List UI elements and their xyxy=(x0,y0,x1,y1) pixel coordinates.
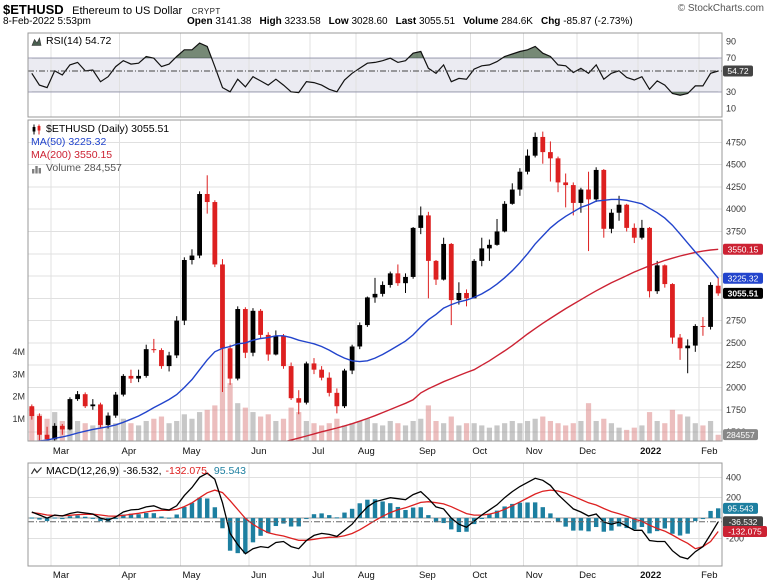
svg-text:4250: 4250 xyxy=(726,182,746,192)
quote-last: Last 3055.51 xyxy=(396,16,456,27)
quote-last-value: 3055.51 xyxy=(418,16,456,27)
svg-text:Oct: Oct xyxy=(472,570,487,581)
ma200-legend-label: MA(200) 3550.15 xyxy=(31,149,113,161)
svg-text:70: 70 xyxy=(726,53,736,63)
quote-low-value: 3028.60 xyxy=(351,16,388,27)
svg-text:1750: 1750 xyxy=(726,405,746,415)
volume-icon xyxy=(31,163,42,174)
svg-text:2000: 2000 xyxy=(726,383,746,393)
svg-text:Oct: Oct xyxy=(472,446,487,457)
quote-open-label: Open xyxy=(187,16,213,27)
quote-chg: Chg -85.87 (-2.73%) xyxy=(541,16,633,27)
svg-text:Aug: Aug xyxy=(358,446,375,457)
svg-text:4500: 4500 xyxy=(726,160,746,170)
svg-text:Jul: Jul xyxy=(312,446,324,457)
svg-text:30: 30 xyxy=(726,87,736,97)
macd-legend-hist-value: 95.543 xyxy=(213,465,246,477)
quote-last-label: Last xyxy=(395,16,417,27)
svg-text:3225.32: 3225.32 xyxy=(728,273,759,283)
svg-text:Aug: Aug xyxy=(358,570,375,581)
svg-text:400: 400 xyxy=(726,472,741,482)
svg-text:1M: 1M xyxy=(12,414,25,424)
svg-text:200: 200 xyxy=(726,493,741,503)
symbol: $ETHUSD xyxy=(3,2,64,17)
svg-text:4M: 4M xyxy=(12,347,25,357)
quote-high-label: High xyxy=(259,16,282,27)
svg-text:284557: 284557 xyxy=(726,430,755,440)
svg-text:-200: -200 xyxy=(726,533,744,543)
svg-text:Dec: Dec xyxy=(579,446,596,457)
main-legend: $ETHUSD (Daily) 3055.51 MA(50) 3225.32 M… xyxy=(31,123,169,175)
svg-text:May: May xyxy=(183,570,201,581)
svg-text:Jun: Jun xyxy=(251,446,266,457)
quote-line: 8-Feb-2022 5:53pm Open 3141.38 High 3233.5… xyxy=(3,16,641,27)
svg-text:2250: 2250 xyxy=(726,360,746,370)
svg-text:Dec: Dec xyxy=(579,570,596,581)
quote-volume-label: Volume xyxy=(463,16,499,27)
svg-text:3750: 3750 xyxy=(726,226,746,236)
svg-text:54.72: 54.72 xyxy=(727,66,749,76)
macd-indicator-icon xyxy=(30,466,42,477)
symbol-name: Ethereum to US Dollar xyxy=(72,5,183,17)
quote-low: Low 3028.60 xyxy=(329,16,388,27)
svg-text:3055.51: 3055.51 xyxy=(728,289,759,299)
quote-high-value: 3233.58 xyxy=(284,16,321,27)
quote-chg-label: Chg xyxy=(540,16,561,27)
macd-legend-signal-value: -132.075, xyxy=(165,465,210,477)
svg-text:2022: 2022 xyxy=(640,570,661,581)
quote-open: Open 3141.38 xyxy=(187,16,252,27)
svg-text:3M: 3M xyxy=(12,369,25,379)
chart-header: $ETHUSD Ethereum to US Dollar CRYPT © St… xyxy=(3,1,765,17)
rsi-legend-label: RSI(14) 54.72 xyxy=(46,35,112,47)
svg-text:Sep: Sep xyxy=(419,570,436,581)
exchange-label: CRYPT xyxy=(191,7,221,16)
svg-text:Apr: Apr xyxy=(122,446,137,457)
quote-volume-value: 284.6K xyxy=(501,16,533,27)
quote-open-value: 3141.38 xyxy=(215,16,252,27)
svg-text:Feb: Feb xyxy=(701,446,717,457)
svg-text:Mar: Mar xyxy=(53,446,69,457)
macd-legend: MACD(12,26,9) -36.532, -132.075, 95.543 xyxy=(30,465,246,478)
rsi-legend: RSI(14) 54.72 xyxy=(31,35,111,48)
svg-text:Sep: Sep xyxy=(419,446,436,457)
macd-legend-title: MACD(12,26,9) xyxy=(46,465,119,477)
quote-high: High 3233.58 xyxy=(260,16,321,27)
price-legend-label: $ETHUSD (Daily) 3055.51 xyxy=(46,123,170,135)
candlestick-icon xyxy=(31,124,42,135)
svg-text:Feb: Feb xyxy=(701,570,717,581)
svg-text:2750: 2750 xyxy=(726,316,746,326)
svg-text:-36.532: -36.532 xyxy=(729,517,758,527)
copyright: © StockCharts.com xyxy=(677,3,764,14)
macd-legend-macd-value: -36.532, xyxy=(122,465,162,477)
svg-text:2M: 2M xyxy=(12,392,25,402)
svg-text:90: 90 xyxy=(726,36,736,46)
svg-text:10: 10 xyxy=(726,104,736,114)
ma50-legend-label: MA(50) 3225.32 xyxy=(31,136,107,148)
svg-text:Nov: Nov xyxy=(526,446,543,457)
svg-text:4750: 4750 xyxy=(726,137,746,147)
svg-text:Nov: Nov xyxy=(526,570,543,581)
rsi-indicator-icon xyxy=(31,36,42,47)
svg-text:3550.15: 3550.15 xyxy=(728,244,759,254)
quote-low-label: Low xyxy=(328,16,349,27)
svg-text:Apr: Apr xyxy=(122,570,137,581)
svg-text:Jun: Jun xyxy=(251,570,266,581)
svg-text:Jul: Jul xyxy=(312,570,324,581)
svg-text:95.543: 95.543 xyxy=(728,504,754,514)
svg-text:-132.075: -132.075 xyxy=(728,527,762,537)
quote-chg-value: -85.87 (-2.73%) xyxy=(563,16,633,27)
svg-text:4000: 4000 xyxy=(726,204,746,214)
svg-text:May: May xyxy=(183,446,201,457)
volume-legend-label: Volume 284,557 xyxy=(46,162,122,174)
svg-text:2500: 2500 xyxy=(726,338,746,348)
quote-volume: Volume 284.6K xyxy=(463,16,533,27)
svg-text:2022: 2022 xyxy=(640,446,661,457)
quote-datetime: 8-Feb-2022 5:53pm xyxy=(3,16,91,27)
svg-text:Mar: Mar xyxy=(53,570,69,581)
